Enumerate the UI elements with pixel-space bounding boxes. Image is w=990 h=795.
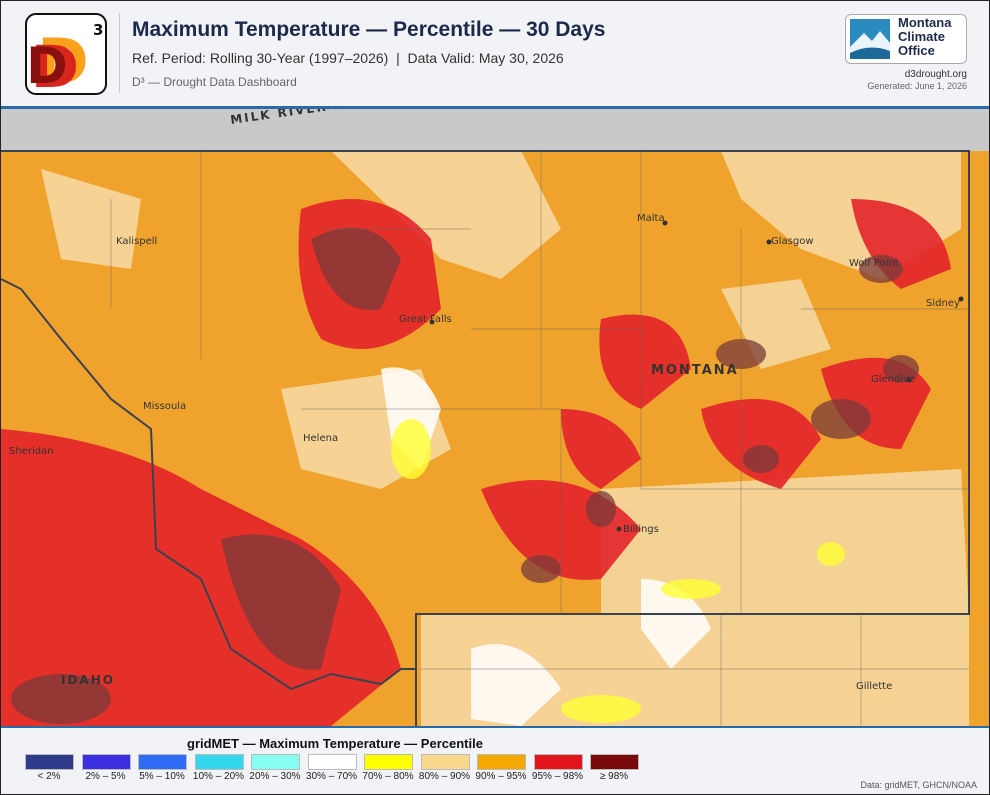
legend-title: gridMET — Maximum Temperature — Percenti… xyxy=(187,736,483,751)
legend-swatch xyxy=(533,754,583,770)
generated: Generated: June 1, 2026 xyxy=(867,81,967,91)
subtitle: Ref. Period: Rolling 30-Year (1997–2026)… xyxy=(132,50,564,66)
map-label: Glendive xyxy=(871,374,915,385)
legend-label: 80% – 90% xyxy=(418,771,471,782)
site: d3drought.org xyxy=(904,69,967,80)
map-label: MONTANA xyxy=(651,363,739,378)
legend-swatch xyxy=(590,754,639,770)
legend-label: ≥ 98% xyxy=(599,771,629,782)
legend-swatch xyxy=(81,754,131,770)
map-label: Gillette xyxy=(856,681,892,692)
legend-swatch xyxy=(307,754,357,770)
legend-swatch xyxy=(194,754,244,770)
logo-letter: D xyxy=(31,33,79,95)
legend-label: 30% – 70% xyxy=(305,771,358,782)
map-label: Billings xyxy=(623,524,659,535)
partner-icon xyxy=(850,19,890,59)
map-label: Sheridan xyxy=(9,446,54,457)
legend-swatch xyxy=(364,754,413,770)
legend-swatch xyxy=(477,754,526,770)
legend-swatch xyxy=(251,754,300,770)
legend-label: 20% – 30% xyxy=(249,771,301,782)
partner-line: Office xyxy=(898,43,935,58)
legend-label: 2% – 5% xyxy=(85,771,126,782)
title: Maximum Temperature — Percentile — 30 Da… xyxy=(132,18,606,41)
map-label: IDAHO xyxy=(61,673,115,687)
legend-label: 95% – 98% xyxy=(531,771,584,782)
partner-line: Climate xyxy=(898,29,945,44)
map-label: Malta xyxy=(637,213,665,224)
map-label: Great Falls xyxy=(399,314,452,325)
legend-swatch xyxy=(25,754,74,770)
legend-label: 10% – 20% xyxy=(192,771,245,782)
map: MILK RIVER RIDGEKalispellGreat FallsMiss… xyxy=(1,109,989,726)
partner-logo: Montana Climate Office xyxy=(845,14,967,64)
logo-letter: D xyxy=(26,37,68,95)
partner-line: Montana xyxy=(898,15,952,30)
dashboard: D³ — Drought Data Dashboard xyxy=(132,75,297,89)
map-label: Missoula xyxy=(143,401,186,412)
legend-swatch xyxy=(420,754,470,770)
legend-swatch xyxy=(138,754,187,770)
legend-label: 5% – 10% xyxy=(139,771,185,782)
map-label: Helena xyxy=(303,433,338,444)
map-label: Glasgow xyxy=(771,236,814,247)
legend-label: 70% – 80% xyxy=(362,771,414,782)
logo-letter: D xyxy=(37,25,88,95)
logo-superscript: 3 xyxy=(93,21,103,39)
map-label: Sidney xyxy=(926,298,960,309)
map-label: Kalispell xyxy=(116,236,157,247)
legend-label: 90% – 95% xyxy=(475,771,527,782)
map-label: Wolf Point xyxy=(849,258,899,269)
logo: D D D 3 xyxy=(25,13,107,95)
legend-label: < 2% xyxy=(37,771,61,782)
city-dots xyxy=(429,220,964,532)
source: Data: gridMET, GHCN/NOAA xyxy=(860,780,977,790)
